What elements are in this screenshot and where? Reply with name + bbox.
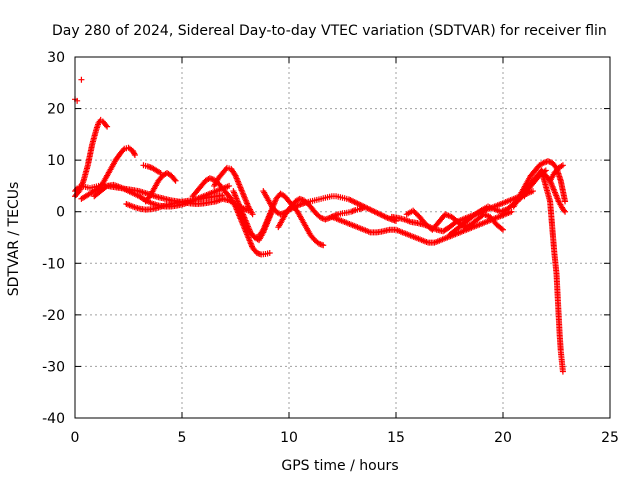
data-point [249, 211, 256, 218]
data-point [266, 249, 273, 256]
data-point [102, 183, 109, 190]
x-tick-label: 20 [494, 430, 512, 446]
x-axis-label: GPS time / hours [281, 458, 398, 474]
y-tick-label: 30 [47, 50, 65, 66]
data-point [103, 122, 110, 129]
y-tick-label: -30 [42, 359, 65, 375]
data-point [559, 368, 566, 375]
y-axis-label: SDTVAR / TECUs [6, 182, 22, 297]
data-point [498, 225, 505, 232]
data-point [131, 151, 138, 158]
data-point [157, 170, 164, 177]
y-tick-label: 20 [47, 102, 65, 118]
x-tick-label: 5 [178, 430, 187, 446]
x-tick-label: 10 [280, 430, 298, 446]
data-point [171, 176, 178, 183]
y-tick-label: 0 [56, 205, 65, 221]
data-point [131, 150, 138, 157]
data-point [104, 123, 111, 130]
data-point [360, 204, 367, 211]
data-point [562, 208, 569, 215]
axis-ticks: 0 5 10 15 20 25 -40 -30 -20 -10 0 10 20 30 [42, 50, 619, 446]
data-point [560, 207, 567, 214]
x-tick-label: 0 [71, 430, 80, 446]
chart-title: Day 280 of 2024, Sidereal Day-to-day VTE… [52, 23, 607, 39]
data-point [508, 208, 515, 215]
y-tick-label: -10 [42, 256, 65, 272]
data-points [72, 76, 569, 375]
data-point [222, 166, 229, 173]
y-tick-label: 10 [47, 153, 65, 169]
y-tick-label: -20 [42, 308, 65, 324]
data-point [172, 177, 179, 184]
data-point [250, 233, 257, 240]
data-point [226, 182, 233, 189]
data-point [320, 242, 327, 249]
y-tick-label: -40 [42, 411, 65, 427]
data-point [219, 192, 226, 199]
plot-frame [74, 56, 611, 419]
data-point [559, 162, 566, 169]
data-point [562, 198, 569, 205]
data-point [500, 226, 506, 233]
x-tick-label: 15 [387, 430, 405, 446]
grid-lines [75, 57, 610, 418]
data-point [529, 188, 536, 195]
data-point [78, 76, 85, 83]
x-tick-label: 25 [601, 430, 619, 446]
data-point [120, 147, 127, 154]
